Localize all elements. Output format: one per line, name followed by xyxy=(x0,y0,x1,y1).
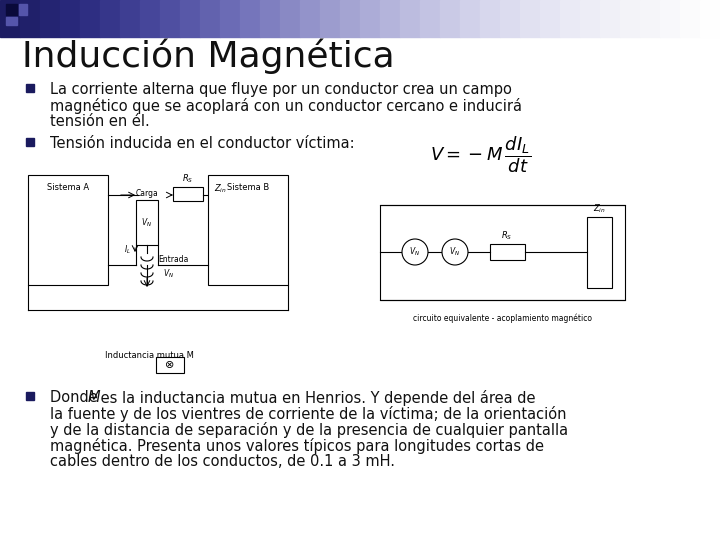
Bar xyxy=(320,0,340,37)
Text: Entrada: Entrada xyxy=(158,255,188,265)
Bar xyxy=(360,0,380,37)
Bar xyxy=(480,0,500,37)
Bar xyxy=(26,84,34,92)
Text: $V_N$: $V_N$ xyxy=(410,246,420,258)
Bar xyxy=(300,0,320,37)
Bar xyxy=(380,205,625,300)
Text: ⊗: ⊗ xyxy=(166,360,175,370)
Text: $V_N$: $V_N$ xyxy=(449,246,461,258)
Bar xyxy=(100,0,120,37)
Text: Donde: Donde xyxy=(50,390,102,405)
Bar xyxy=(208,175,288,285)
Text: Tensión inducida en el conductor víctima:: Tensión inducida en el conductor víctima… xyxy=(50,136,355,151)
Bar xyxy=(200,0,220,37)
Bar xyxy=(600,0,620,37)
Bar xyxy=(220,0,240,37)
Text: y de la distancia de separación y de la presencia de cualquier pantalla: y de la distancia de separación y de la … xyxy=(50,422,568,438)
Bar xyxy=(260,0,280,37)
Bar xyxy=(500,0,520,37)
Bar xyxy=(660,0,680,37)
Bar xyxy=(520,0,540,37)
Bar xyxy=(180,0,200,37)
Bar xyxy=(0,0,20,37)
Bar xyxy=(140,0,160,37)
Bar xyxy=(440,0,460,37)
Bar xyxy=(580,0,600,37)
Bar xyxy=(587,217,612,288)
Text: La corriente alterna que fluye por un conductor crea un campo: La corriente alterna que fluye por un co… xyxy=(50,82,512,97)
Text: $Z_{in}$: $Z_{in}$ xyxy=(593,202,606,215)
Bar xyxy=(20,0,40,37)
Text: Carga: Carga xyxy=(135,188,158,198)
Bar xyxy=(26,138,34,146)
Text: circuito equivalente - acoplamiento magnético: circuito equivalente - acoplamiento magn… xyxy=(413,313,592,323)
Text: M: M xyxy=(88,390,101,405)
Bar xyxy=(173,187,203,201)
Bar xyxy=(680,0,700,37)
Bar xyxy=(160,0,180,37)
Bar xyxy=(240,0,260,37)
Text: $I_L$: $I_L$ xyxy=(124,244,130,256)
Bar xyxy=(540,0,560,37)
Text: tensión en él.: tensión en él. xyxy=(50,114,150,129)
Text: es la inductancia mutua en Henrios. Y depende del área de: es la inductancia mutua en Henrios. Y de… xyxy=(96,390,536,406)
Bar xyxy=(460,0,480,37)
Text: magnética. Presenta unos valores típicos para longitudes cortas de: magnética. Presenta unos valores típicos… xyxy=(50,438,544,454)
Text: $V_N$: $V_N$ xyxy=(163,268,174,280)
Circle shape xyxy=(402,239,428,265)
Text: $V = -M\,\dfrac{dI_L}{dt}$: $V = -M\,\dfrac{dI_L}{dt}$ xyxy=(430,134,531,174)
Bar xyxy=(280,0,300,37)
Bar xyxy=(120,0,140,37)
Bar xyxy=(620,0,640,37)
Bar xyxy=(28,175,108,285)
Bar xyxy=(490,244,525,260)
Bar xyxy=(26,392,34,400)
Bar xyxy=(700,0,720,37)
Bar xyxy=(340,0,360,37)
Text: magnético que se acoplará con un conductor cercano e inducirá: magnético que se acoplará con un conduct… xyxy=(50,98,522,114)
Bar xyxy=(60,0,80,37)
Bar xyxy=(136,200,158,245)
Text: $V_N$: $V_N$ xyxy=(141,216,153,229)
Text: $Z_{in}$: $Z_{in}$ xyxy=(214,183,227,195)
Text: Inductancia mutua M: Inductancia mutua M xyxy=(105,350,194,360)
Text: cables dentro de los conductos, de 0.1 a 3 mH.: cables dentro de los conductos, de 0.1 a… xyxy=(50,454,395,469)
Bar xyxy=(40,0,60,37)
Bar xyxy=(80,0,100,37)
Bar xyxy=(156,357,184,373)
Text: Sistema A: Sistema A xyxy=(47,183,89,192)
Bar xyxy=(380,0,400,37)
Text: la fuente y de los vientres de corriente de la víctima; de la orientación: la fuente y de los vientres de corriente… xyxy=(50,406,567,422)
Text: Inducción Magnética: Inducción Magnética xyxy=(22,39,395,74)
Bar xyxy=(400,0,420,37)
Bar xyxy=(6,4,17,15)
Text: $R_S$: $R_S$ xyxy=(182,173,194,185)
Bar xyxy=(640,0,660,37)
Text: $R_S$: $R_S$ xyxy=(501,230,513,242)
Text: Sistema B: Sistema B xyxy=(227,183,269,192)
Bar xyxy=(560,0,580,37)
Bar xyxy=(6,17,17,25)
Bar xyxy=(420,0,440,37)
Bar xyxy=(19,4,27,15)
Circle shape xyxy=(442,239,468,265)
